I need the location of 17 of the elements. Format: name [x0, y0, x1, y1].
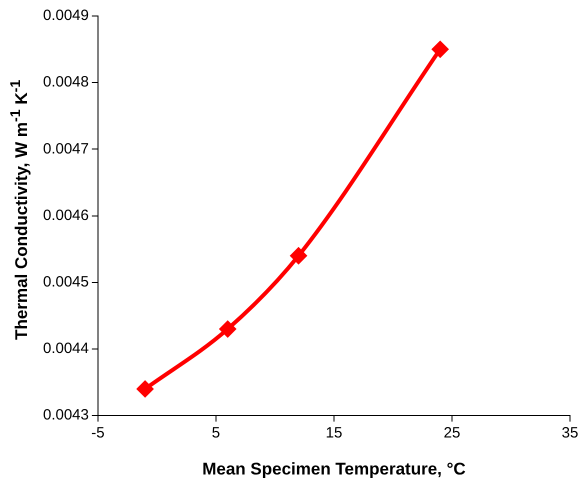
point [220, 321, 236, 338]
x-tick-label: 35 [562, 424, 578, 442]
point [290, 248, 307, 264]
y-tick-label: 0.0045 [42, 274, 89, 291]
x-tick-label: 25 [444, 424, 460, 442]
x-tick-label: 15 [326, 424, 342, 442]
x-tick-label: -5 [91, 424, 105, 442]
y-tick-label: 0.0049 [42, 7, 89, 24]
y-tick-label: 0.0044 [42, 340, 89, 358]
point [137, 380, 154, 397]
point [432, 41, 448, 58]
y-tick-label: 0.0043 [42, 406, 89, 424]
y-tick-label: 0.0047 [42, 140, 89, 158]
x-tick-label: 5 [212, 424, 220, 442]
x-axis-title: Mean Specimen Temperature, °C [202, 459, 466, 478]
y-tick-label: 0.0046 [42, 206, 89, 224]
y-tick-label: 0.0048 [42, 74, 89, 91]
